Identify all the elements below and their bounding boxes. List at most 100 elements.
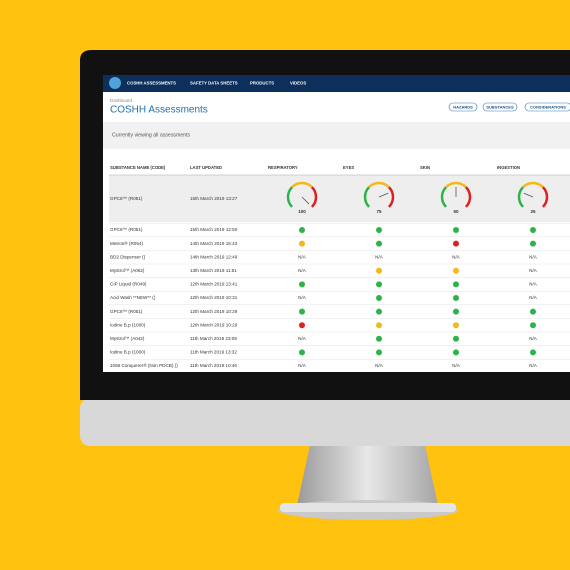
cell-na: N/A xyxy=(529,282,538,287)
status-dot xyxy=(376,240,382,247)
cell-name: GPC8™ (R051) xyxy=(110,309,143,314)
status-dot xyxy=(299,281,305,288)
gauge-needle xyxy=(301,196,310,205)
gauge-arc xyxy=(368,181,390,189)
cell-name: Iodine B.p (1000) xyxy=(110,322,146,327)
status-dot xyxy=(453,240,459,247)
cell-na: N/A xyxy=(298,295,307,300)
cell-date: 15th March 2019 12:50 xyxy=(190,227,238,232)
cell-date: 14th March 2019 15:43 xyxy=(190,241,238,246)
cell-date: 12th March 2019 10:31 xyxy=(190,295,238,300)
nav-item[interactable]: VIDEOS xyxy=(290,81,306,86)
page-title: COSHH Assessments xyxy=(110,105,208,116)
status-dot xyxy=(376,322,382,329)
cell-na: N/A xyxy=(529,336,538,341)
cell-name: Metron® (R054) xyxy=(110,240,143,246)
status-dot xyxy=(376,267,382,274)
cell-date: 11th March 2019 23:08 xyxy=(190,336,237,341)
gauge-arc xyxy=(363,186,371,208)
cell-na: N/A xyxy=(452,363,461,368)
gauge-arc xyxy=(464,186,472,208)
monitor-chin xyxy=(80,398,570,446)
status-dot xyxy=(453,308,459,315)
status-dot xyxy=(453,267,459,274)
status-dot xyxy=(530,349,536,356)
status-dot xyxy=(453,349,459,356)
status-dot xyxy=(453,227,459,233)
screen-bg xyxy=(103,75,570,372)
status-dot xyxy=(376,227,382,233)
header-button-label[interactable]: CONSIDERATIONS xyxy=(530,104,566,109)
header-button[interactable] xyxy=(482,102,518,112)
subheading: Currently viewing all assessments xyxy=(112,132,191,138)
status-dot xyxy=(530,227,536,233)
status-dot xyxy=(530,322,536,329)
gauge-value: 100 xyxy=(298,209,306,214)
cell-name: GPC8™ (R051) xyxy=(110,227,143,232)
cell-na: N/A xyxy=(298,363,307,368)
nav-item[interactable]: PRODUCTS xyxy=(250,81,274,86)
stand-neck xyxy=(297,445,438,505)
gauge-row-bg xyxy=(109,175,570,222)
cell-name: Mystrol™ (A062) xyxy=(110,268,145,273)
cell-name: BD2 Dispenser () xyxy=(110,254,146,259)
logo xyxy=(109,77,121,89)
cell-name: 1066 Conquerer® (Non PDCB) () xyxy=(110,362,178,368)
cell-na: N/A xyxy=(529,268,538,273)
status-dot xyxy=(376,335,382,342)
status-dot xyxy=(453,281,459,288)
status-dot xyxy=(299,227,305,233)
gauge-needle xyxy=(378,192,389,198)
header-button[interactable] xyxy=(448,102,478,112)
cell-date: 11th March 2019 13:32 xyxy=(190,350,237,355)
header-button[interactable] xyxy=(524,102,570,112)
cell-na: N/A xyxy=(298,268,307,273)
cell-name: Mystrol™ (A042) xyxy=(110,336,145,341)
cell-date: 12th March 2019 10:29 xyxy=(190,322,238,327)
header-button-label[interactable]: SUBSTANCES xyxy=(486,104,514,109)
status-dot xyxy=(453,295,459,301)
cell-na: N/A xyxy=(375,363,384,368)
nav-item[interactable]: COSHH ASSESSMENTS xyxy=(127,81,176,86)
column-header: LAST UPDATED xyxy=(190,165,222,170)
cell-na: N/A xyxy=(529,254,538,259)
stand-base-top xyxy=(280,503,456,512)
status-dot xyxy=(376,349,382,356)
subheading-bar xyxy=(103,122,570,149)
column-header: INGESTION xyxy=(497,165,520,170)
header-button-label[interactable]: HAZARDS xyxy=(453,104,473,109)
gauge-arc xyxy=(310,186,318,208)
status-dot xyxy=(530,308,536,315)
cell-date: 15th March 2019 13:27 xyxy=(190,196,238,201)
gauge-arc xyxy=(541,186,549,208)
cell-name: Iodine B.p (1000) xyxy=(110,350,146,355)
gauge-arc xyxy=(440,186,448,208)
gauge-arc xyxy=(445,181,467,189)
gauge-needle xyxy=(523,192,534,198)
cell-name: CIP Liquid (R049) xyxy=(110,282,147,287)
status-dot xyxy=(376,295,382,301)
cell-date: 12th March 2019 10:29 xyxy=(190,309,238,314)
gauge-value: 50 xyxy=(453,209,459,214)
cell-na: N/A xyxy=(529,363,538,368)
cell-date: 13th March 2019 11:51 xyxy=(190,268,237,273)
gauge-value: 75 xyxy=(376,209,382,214)
status-dot xyxy=(376,281,382,288)
cell-date: 14th March 2019 12:49 xyxy=(190,254,238,259)
status-dot xyxy=(453,335,459,342)
cell-na: N/A xyxy=(452,254,461,259)
cell-date: 11th March 2019 10:46 xyxy=(190,363,237,368)
status-dot xyxy=(299,349,305,356)
navbar xyxy=(103,75,570,92)
column-header: RESPIRATORY xyxy=(268,165,298,170)
column-header: SKIN xyxy=(420,165,430,170)
breadcrumb: Dashboard xyxy=(110,98,133,103)
column-header: EYES xyxy=(343,165,354,170)
nav-item[interactable]: SAFETY DATA SHEETS xyxy=(190,81,238,86)
screen: Dashboard COSHH Assessments Currently vi… xyxy=(103,75,570,372)
status-dot xyxy=(299,240,305,247)
gauge-arc xyxy=(522,181,544,189)
status-dot xyxy=(376,308,382,315)
